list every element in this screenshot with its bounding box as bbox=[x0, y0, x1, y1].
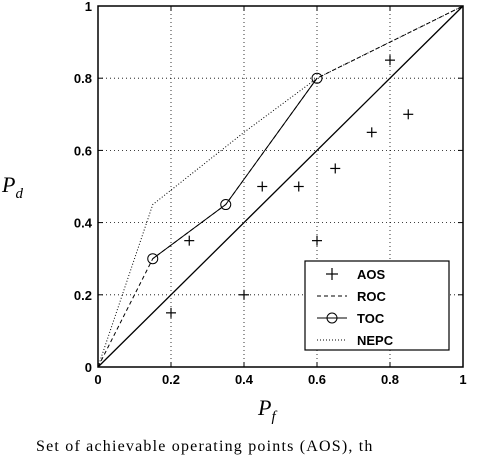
x-tick-label: 1 bbox=[459, 372, 466, 387]
y-tick-label: 0.8 bbox=[74, 71, 92, 86]
aos-point-marker bbox=[366, 127, 377, 138]
legend-label-aos: AOS bbox=[357, 267, 386, 282]
series-nepc bbox=[97, 5, 464, 368]
series-line bbox=[152, 77, 318, 260]
figure-caption: Set of achievable operating points (AOS)… bbox=[36, 438, 374, 455]
series-toc bbox=[147, 72, 323, 265]
aos-point-marker bbox=[330, 163, 341, 174]
series-layer bbox=[97, 5, 464, 368]
x-tick-label: 0.6 bbox=[308, 372, 326, 387]
legend-item-toc: TOC bbox=[317, 311, 385, 326]
x-tick-label: 0.8 bbox=[381, 372, 399, 387]
y-axis-label: Pd bbox=[1, 172, 23, 202]
toc-point-marker bbox=[220, 199, 232, 211]
x-tick-label: 0 bbox=[94, 372, 101, 387]
y-tick-label: 1 bbox=[85, 0, 92, 14]
legend-item-roc: ROC bbox=[317, 289, 387, 304]
series-line bbox=[97, 5, 464, 368]
aos-point-marker bbox=[293, 181, 304, 192]
legend-item-nepc: NEPC bbox=[317, 333, 394, 348]
legend-item-aos: AOS bbox=[326, 267, 386, 282]
series-aos bbox=[166, 55, 414, 318]
x-tick-label: 0.4 bbox=[235, 372, 254, 387]
aos-point-marker bbox=[184, 235, 195, 246]
roc-chart: 0 0.2 0.4 0.6 0.8 1 0 0.2 0.4 0.6 0.8 1 Pd Pf AOS R… bbox=[1, 0, 467, 425]
aos-point-marker bbox=[312, 235, 322, 246]
legend-label-roc: ROC bbox=[357, 289, 387, 304]
y-tick-label: 0 bbox=[85, 360, 92, 375]
legend-label-toc: TOC bbox=[357, 311, 385, 326]
aos-point-marker bbox=[403, 109, 414, 120]
aos-point-marker bbox=[257, 181, 268, 192]
x-tick-label: 0.2 bbox=[162, 372, 180, 387]
toc-point-marker bbox=[147, 253, 159, 265]
legend: AOS ROC TOC NEPC bbox=[304, 260, 450, 351]
legend-label-nepc: NEPC bbox=[357, 333, 394, 348]
aos-point-marker bbox=[385, 55, 395, 66]
plot-frame bbox=[97, 5, 464, 368]
toc-point-marker bbox=[311, 72, 323, 84]
y-tick-label: 0.4 bbox=[74, 216, 93, 231]
tick-layer: 0 0.2 0.4 0.6 0.8 1 0 0.2 0.4 0.6 0.8 1 bbox=[74, 0, 467, 387]
aos-point-marker bbox=[166, 307, 176, 318]
aos-point-marker bbox=[239, 289, 249, 300]
series-line bbox=[97, 5, 464, 368]
series-diagonal bbox=[97, 5, 464, 368]
y-tick-label: 0.2 bbox=[74, 288, 92, 303]
legend-box bbox=[304, 260, 450, 351]
y-tick-label: 0.6 bbox=[74, 143, 92, 158]
x-axis-label: Pf bbox=[257, 395, 277, 425]
